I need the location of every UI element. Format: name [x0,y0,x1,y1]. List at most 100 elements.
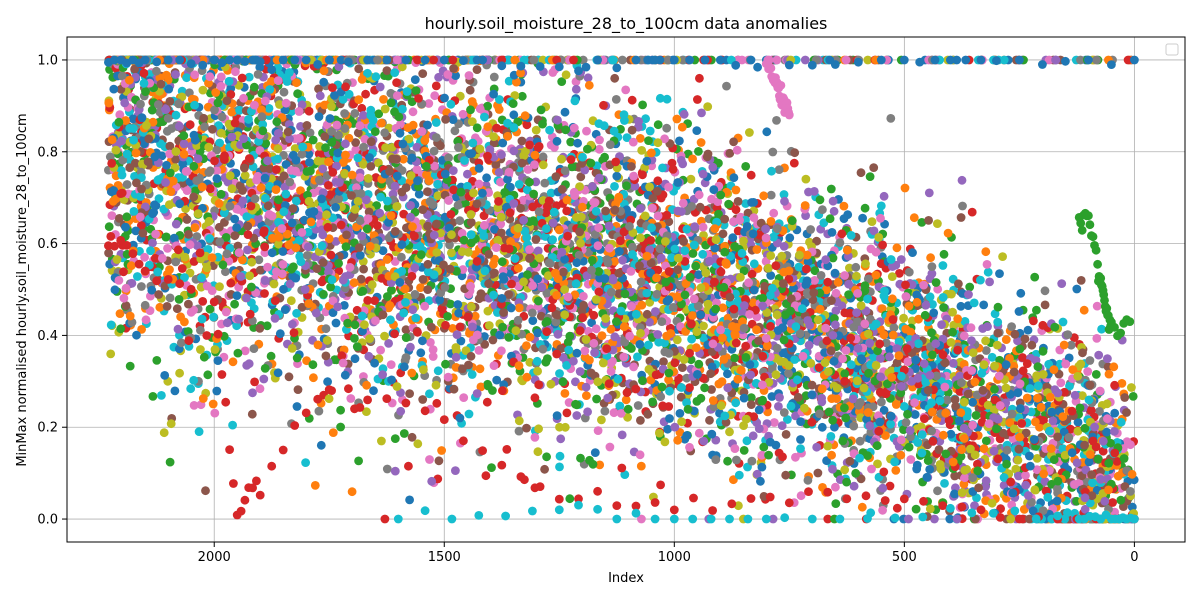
data-point [896,255,906,264]
data-point [456,336,466,346]
data-point [645,297,655,307]
data-point [943,228,953,238]
data-point [612,171,622,181]
data-point [845,263,854,273]
data-point [230,214,240,224]
data-point [623,412,632,422]
data-point [1094,350,1104,360]
data-point [431,118,441,127]
data-point [512,77,521,87]
data-point [336,422,345,432]
data-point [267,248,277,258]
data-point [749,259,759,269]
data-point [186,384,196,394]
data-point [536,105,546,115]
data-point [785,233,795,243]
data-point [943,395,952,405]
data-point [904,267,914,277]
data-point [1064,433,1074,442]
data-point [502,445,512,454]
data-point [823,514,833,524]
data-point [911,504,921,514]
data-point [856,301,866,310]
data-point [895,269,904,278]
data-point [687,334,696,344]
data-point [354,64,364,74]
data-point [636,416,645,425]
data-point [734,501,743,511]
data-point [331,318,341,328]
data-point [399,429,409,438]
data-point [302,356,311,366]
data-point [663,424,672,434]
data-point [849,481,859,491]
data-point [804,187,813,197]
data-point [529,55,539,65]
data-point [280,305,290,314]
data-point [205,166,215,176]
data-point [253,70,263,79]
data-point [732,455,741,465]
data-point [474,346,484,355]
data-point [817,422,827,432]
data-point [196,345,205,354]
data-point [589,310,599,320]
data-point [428,352,438,361]
data-point [448,115,458,124]
data-point [617,430,627,440]
data-point [255,324,265,333]
data-point [165,293,175,303]
data-point [741,162,751,171]
data-point [604,221,614,231]
data-point [1083,367,1093,376]
data-point [981,436,991,446]
data-point [1001,335,1011,344]
data-point [534,380,544,390]
data-point [698,169,708,179]
data-point [629,362,638,372]
data-point [182,215,192,224]
data-point [541,357,551,367]
data-point [686,174,696,184]
data-point [636,204,645,213]
data-point [231,67,240,77]
data-point [399,308,409,318]
data-point [482,397,492,407]
data-point [384,339,393,348]
data-point [392,78,401,87]
data-point [658,163,667,173]
data-point [989,446,999,456]
data-point [730,353,739,363]
data-point [1011,464,1021,474]
data-point [431,380,441,390]
data-point [437,446,446,455]
data-point [956,301,966,311]
data-point [584,80,594,90]
data-point [925,504,935,514]
data-point [560,389,570,398]
data-point [839,214,849,224]
data-point [266,351,276,361]
data-point [275,329,285,339]
data-point [331,203,340,212]
data-point [917,218,927,227]
data-point [871,270,881,280]
data-point [924,216,933,225]
data-points [104,55,1139,524]
data-point [108,196,118,206]
data-point [688,249,698,258]
data-point [227,107,237,117]
data-point [380,331,389,341]
data-point [754,336,763,346]
data-point [110,285,120,295]
data-point [379,95,388,104]
data-point [767,392,777,401]
data-point [933,219,942,229]
data-point [1021,471,1030,480]
data-point [981,336,990,346]
data-point [827,228,837,237]
data-point [858,213,867,223]
data-point [359,264,368,274]
data-point [392,171,402,181]
data-point [863,55,873,65]
